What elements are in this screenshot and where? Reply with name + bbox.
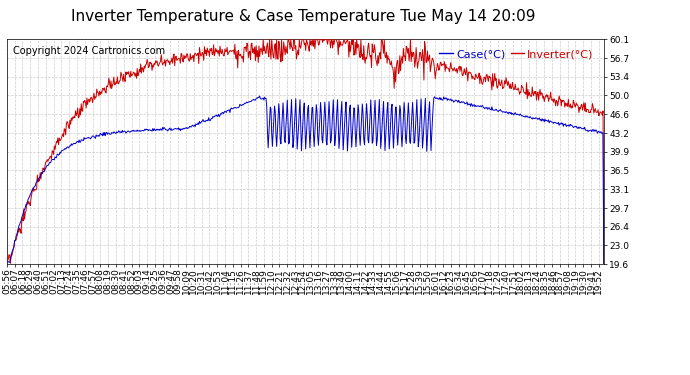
- Text: Copyright 2024 Cartronics.com: Copyright 2024 Cartronics.com: [13, 46, 165, 56]
- Legend: Case(°C), Inverter(°C): Case(°C), Inverter(°C): [435, 45, 598, 64]
- Text: Inverter Temperature & Case Temperature Tue May 14 20:09: Inverter Temperature & Case Temperature …: [71, 9, 536, 24]
